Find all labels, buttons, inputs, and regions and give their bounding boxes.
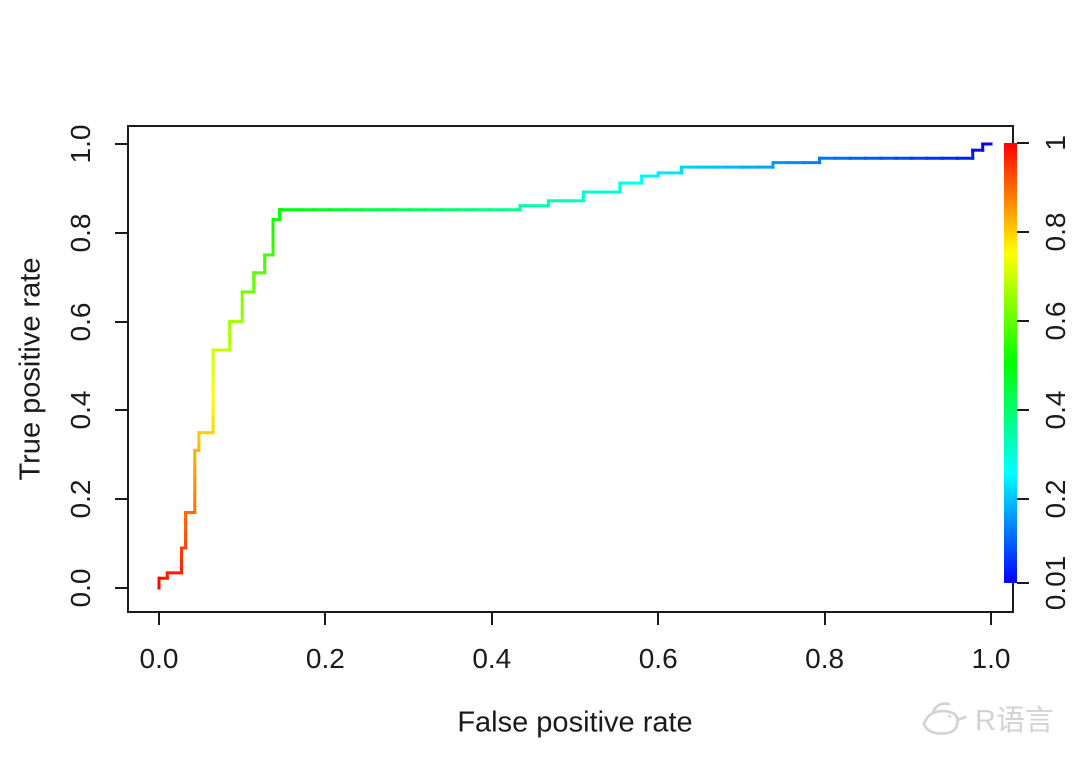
x-tick-mark xyxy=(490,613,493,625)
colorbar-tick-mark xyxy=(1017,497,1029,500)
y-tick-mark xyxy=(115,143,127,145)
x-tick-label: 0.2 xyxy=(305,643,345,674)
x-tick-mark xyxy=(324,613,327,625)
colorbar-tick-mark xyxy=(1017,408,1029,411)
x-tick-label: 0.4 xyxy=(472,643,512,674)
colorbar-tick-label: 0.4 xyxy=(1040,390,1071,430)
y-tick-label: 0.8 xyxy=(65,213,96,253)
plot-area xyxy=(127,125,1014,613)
watermark-text: R语言 xyxy=(975,705,1054,737)
colorbar-tick-label: 0.01 xyxy=(1040,555,1071,611)
colorbar-tick-label: 0.6 xyxy=(1040,301,1071,341)
x-axis-title: False positive rate xyxy=(457,706,693,739)
y-tick-label: 0.4 xyxy=(65,390,96,430)
roc-curve xyxy=(157,142,993,590)
y-tick-label: 0.0 xyxy=(65,568,96,608)
y-tick-mark xyxy=(115,231,127,234)
y-tick-label: 1.0 xyxy=(65,124,96,164)
x-tick-label: 0.6 xyxy=(638,643,678,674)
colorbar-tick-mark xyxy=(1017,142,1029,144)
watermark: R语言 xyxy=(916,697,1054,739)
x-tick-label: 1.0 xyxy=(971,643,1011,674)
x-tick-label: 0.8 xyxy=(805,643,845,674)
y-tick-mark xyxy=(115,409,127,412)
colorbar-tick-mark xyxy=(1017,582,1029,584)
colorbar-gradient xyxy=(1004,143,1017,583)
bird-logo-icon xyxy=(922,702,967,735)
x-tick-label: 0.0 xyxy=(139,643,179,674)
y-tick-mark xyxy=(115,498,127,501)
y-tick-mark xyxy=(115,587,127,589)
y-tick-label: 0.6 xyxy=(65,302,96,342)
x-tick-mark xyxy=(657,613,660,625)
colorbar-tick-label: 0.8 xyxy=(1040,212,1071,252)
colorbar-tick-mark xyxy=(1017,230,1029,233)
y-axis-title: True positive rate xyxy=(14,257,47,481)
colorbar-tick-mark xyxy=(1017,319,1029,322)
y-tick-mark xyxy=(115,320,127,323)
colorbar-tick-label: 0.2 xyxy=(1040,479,1071,519)
x-tick-mark xyxy=(990,613,992,625)
y-tick-label: 0.2 xyxy=(65,479,96,519)
x-tick-mark xyxy=(158,613,160,625)
colorbar-tick-label: 1 xyxy=(1040,135,1071,151)
x-tick-mark xyxy=(823,613,826,625)
